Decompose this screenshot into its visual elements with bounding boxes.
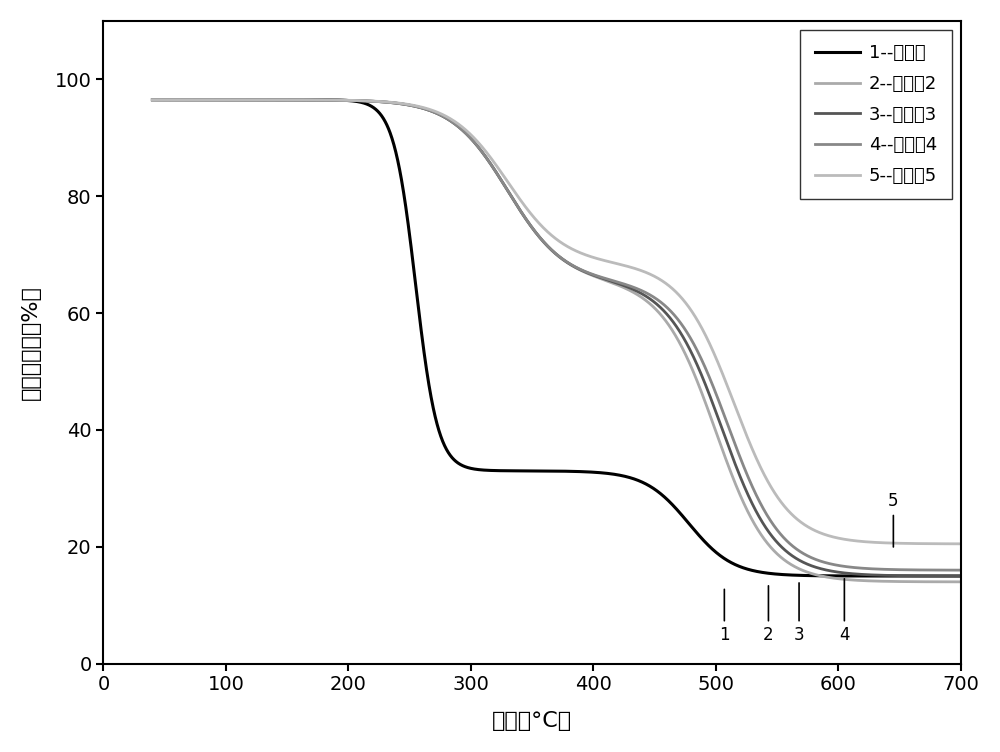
- 4--实施例4: [456, 126, 468, 135]
- 5--实施例5: [239, 96, 251, 105]
- Text: 4: 4: [839, 579, 850, 644]
- 2--实施例2: [146, 96, 158, 105]
- Legend: 1--对比例, 2--实施例2, 3--实施例3, 4--实施例4, 5--实施例5: 1--对比例, 2--实施例2, 3--实施例3, 4--实施例4, 5--实施…: [800, 30, 952, 199]
- 5--实施例5: [456, 123, 468, 132]
- 4--实施例4: [939, 566, 951, 575]
- Line: 5--实施例5: 5--实施例5: [152, 100, 961, 544]
- 1--对比例: [239, 96, 251, 105]
- 2--实施例2: [939, 578, 951, 587]
- Text: 3: 3: [794, 583, 804, 644]
- 4--实施例4: [852, 563, 864, 572]
- Y-axis label: 质量保持率（%）: 质量保持率（%）: [21, 285, 41, 400]
- 1--对比例: [146, 96, 158, 105]
- 4--实施例4: [491, 170, 503, 179]
- 4--实施例4: [287, 96, 299, 105]
- 3--实施例3: [287, 96, 299, 105]
- 4--实施例4: [146, 96, 158, 105]
- 5--实施例5: [491, 162, 503, 171]
- 3--实施例3: [955, 572, 967, 581]
- 3--实施例3: [491, 170, 503, 179]
- 2--实施例2: [491, 170, 503, 179]
- Text: 5: 5: [888, 492, 899, 547]
- 2--实施例2: [287, 96, 299, 105]
- 3--实施例3: [146, 96, 158, 105]
- X-axis label: 温度（°C）: 温度（°C）: [492, 711, 572, 731]
- Line: 4--实施例4: 4--实施例4: [152, 100, 961, 570]
- 1--对比例: [456, 461, 468, 470]
- 1--对比例: [939, 572, 951, 581]
- 3--实施例3: [939, 572, 951, 581]
- 1--对比例: [852, 572, 864, 581]
- Text: 1: 1: [719, 590, 730, 644]
- 1--对比例: [955, 572, 967, 581]
- 2--实施例2: [239, 96, 251, 105]
- 5--实施例5: [939, 539, 951, 548]
- Text: 2: 2: [763, 586, 774, 644]
- 5--实施例5: [287, 96, 299, 105]
- Line: 1--对比例: 1--对比例: [152, 100, 961, 576]
- 4--实施例4: [955, 566, 967, 575]
- 5--实施例5: [852, 536, 864, 545]
- 2--实施例2: [955, 578, 967, 587]
- 4--实施例4: [239, 96, 251, 105]
- 5--实施例5: [146, 96, 158, 105]
- 3--实施例3: [456, 126, 468, 135]
- 1--对比例: [287, 96, 299, 105]
- Line: 2--实施例2: 2--实施例2: [152, 100, 961, 582]
- 1--对比例: [491, 466, 503, 475]
- 2--实施例2: [456, 126, 468, 135]
- 2--实施例2: [852, 576, 864, 585]
- 3--实施例3: [852, 569, 864, 578]
- 3--实施例3: [239, 96, 251, 105]
- 5--实施例5: [955, 539, 967, 548]
- Line: 3--实施例3: 3--实施例3: [152, 100, 961, 576]
